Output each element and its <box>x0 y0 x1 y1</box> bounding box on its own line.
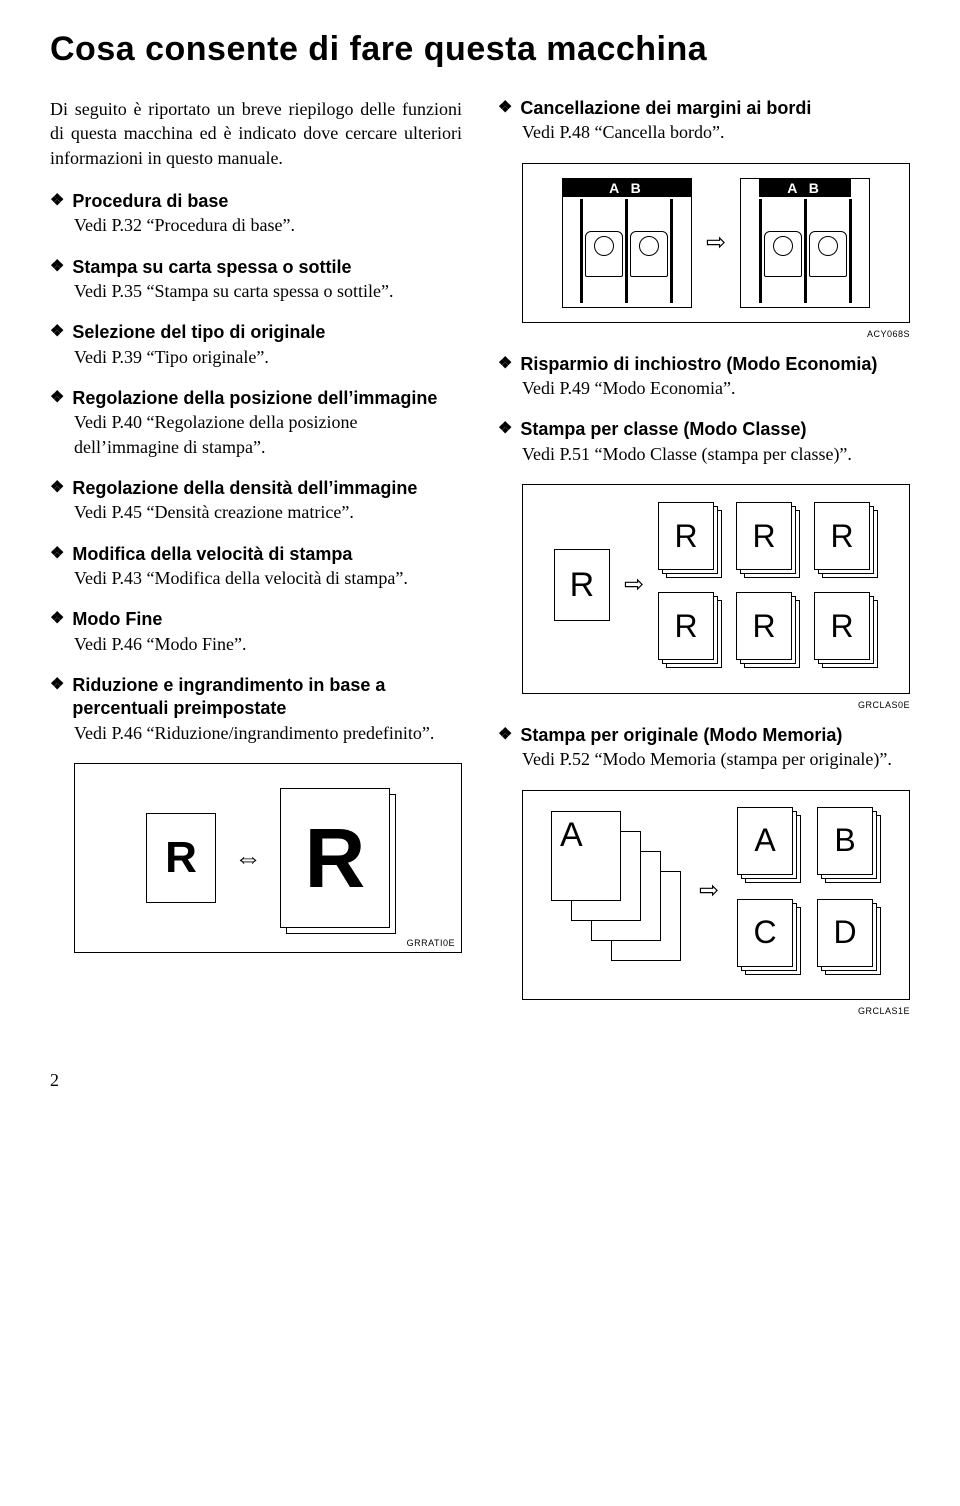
figure-label: GRCLAS1E <box>522 1006 910 1016</box>
feature-reference: Vedi P.32 “Procedura di base”. <box>74 213 462 237</box>
page-stack: R <box>736 592 800 668</box>
feature-heading: Cancellazione dei margini ai bordi <box>520 97 910 120</box>
two-column-layout: Di seguito è riportato un breve riepilog… <box>50 97 910 1030</box>
figure-memory-mode: D C B A ⇨ A B C D <box>522 790 910 1000</box>
feature-reference: Vedi P.45 “Densità creazione matrice”. <box>74 500 462 524</box>
feature-item: ❖ Procedura di base Vedi P.32 “Procedura … <box>50 190 462 238</box>
feature-item: ❖ Stampa su carta spessa o sottile Vedi P… <box>50 256 462 304</box>
child-icon <box>585 231 623 277</box>
feature-heading: Stampa per classe (Modo Classe) <box>520 418 910 441</box>
page-stack: B <box>817 807 881 883</box>
feature-heading: Selezione del tipo di originale <box>72 321 462 344</box>
page-stack: R <box>814 502 878 578</box>
bullet-diamond-icon: ❖ <box>50 608 64 630</box>
page-number: 2 <box>50 1070 910 1091</box>
feature-item: ❖ Regolazione della posizione dell’immagi… <box>50 387 462 459</box>
feature-heading: Modo Fine <box>72 608 462 631</box>
feature-reference: Vedi P.49 “Modo Economia”. <box>522 376 910 400</box>
figure-label: ACY068S <box>522 329 910 339</box>
figure-ratio: R ⇔ R GRRATI0E <box>74 763 462 953</box>
bullet-diamond-icon: ❖ <box>50 256 64 278</box>
page-stack: R <box>658 592 722 668</box>
ratio-small-box: R <box>146 813 216 903</box>
feature-item: ❖ Riduzione e ingrandimento in base a per… <box>50 674 462 745</box>
child-icon <box>764 231 802 277</box>
feature-item: ❖ Stampa per classe (Modo Classe) Vedi P.… <box>498 418 910 466</box>
figure-class-mode: R ⇨ R R R R R R <box>522 484 910 694</box>
page-stack: R <box>736 502 800 578</box>
bullet-diamond-icon: ❖ <box>50 387 64 409</box>
feature-reference: Vedi P.52 “Modo Memoria (stampa per orig… <box>522 747 910 771</box>
feature-reference: Vedi P.51 “Modo Classe (stampa per class… <box>522 442 910 466</box>
ratio-big-box: R <box>280 788 390 928</box>
bullet-diamond-icon: ❖ <box>50 190 64 212</box>
feature-heading: Stampa per originale (Modo Memoria) <box>520 724 910 747</box>
feature-heading: Regolazione della posizione dell’immagin… <box>72 387 462 410</box>
feature-reference: Vedi P.46 “Riduzione/ingrandimento prede… <box>74 721 462 745</box>
margin-panel-before: A B <box>562 178 692 308</box>
feature-item: ❖ Modo Fine Vedi P.46 “Modo Fine”. <box>50 608 462 656</box>
feature-item: ❖ Regolazione della densità dell’immagine… <box>50 477 462 525</box>
ab-label: A B <box>759 179 851 197</box>
bullet-diamond-icon: ❖ <box>498 97 512 119</box>
page-stack: R <box>658 502 722 578</box>
feature-reference: Vedi P.35 “Stampa su carta spessa o sott… <box>74 279 462 303</box>
page-title: Cosa consente di fare questa macchina <box>50 30 910 69</box>
ab-label: A B <box>563 179 691 197</box>
right-column: ❖ Cancellazione dei margini ai bordi Vedi… <box>498 97 910 1030</box>
bullet-diamond-icon: ❖ <box>50 674 64 696</box>
memory-source-cascade: D C B A <box>551 811 681 971</box>
figure-label: GRCLAS0E <box>522 700 910 710</box>
bullet-diamond-icon: ❖ <box>498 724 512 746</box>
class-output-grid: R R R R R R <box>658 502 878 668</box>
feature-reference: Vedi P.40 “Regolazione della posizione d… <box>74 410 462 459</box>
feature-reference: Vedi P.39 “Tipo originale”. <box>74 345 462 369</box>
bullet-diamond-icon: ❖ <box>50 321 64 343</box>
arrow-right-icon: ⇨ <box>706 231 726 255</box>
feature-item: ❖ Risparmio di inchiostro (Modo Economia)… <box>498 353 910 401</box>
feature-heading: Regolazione della densità dell’immagine <box>72 477 462 500</box>
memory-output-grid: A B C D <box>737 807 881 975</box>
figure-label: GRRATI0E <box>407 938 455 948</box>
intro-paragraph: Di seguito è riportato un breve riepilog… <box>50 97 462 170</box>
class-source-page: R <box>554 549 610 621</box>
feature-heading: Risparmio di inchiostro (Modo Economia) <box>520 353 910 376</box>
feature-heading: Riduzione e ingrandimento in base a perc… <box>72 674 462 721</box>
feature-reference: Vedi P.48 “Cancella bordo”. <box>522 120 910 144</box>
feature-reference: Vedi P.46 “Modo Fine”. <box>74 632 462 656</box>
bullet-diamond-icon: ❖ <box>50 543 64 565</box>
feature-heading: Procedura di base <box>72 190 462 213</box>
page-stack: D <box>817 899 881 975</box>
feature-heading: Stampa su carta spessa o sottile <box>72 256 462 279</box>
double-arrow-icon: ⇔ <box>234 844 262 872</box>
child-icon <box>630 231 668 277</box>
margin-panel-after: A B <box>740 178 870 308</box>
figure-margin-erase: A B ⇨ A B <box>522 163 910 323</box>
page-stack: C <box>737 899 801 975</box>
child-icon <box>809 231 847 277</box>
bullet-diamond-icon: ❖ <box>498 418 512 440</box>
feature-item: ❖ Selezione del tipo di originale Vedi P.… <box>50 321 462 369</box>
arrow-right-icon: ⇨ <box>624 573 644 597</box>
arrow-right-icon: ⇨ <box>699 879 719 903</box>
bullet-diamond-icon: ❖ <box>498 353 512 375</box>
bullet-diamond-icon: ❖ <box>50 477 64 499</box>
page-stack: A <box>737 807 801 883</box>
feature-item: ❖ Cancellazione dei margini ai bordi Vedi… <box>498 97 910 145</box>
feature-heading: Modifica della velocità di stampa <box>72 543 462 566</box>
left-column: Di seguito è riportato un breve riepilog… <box>50 97 462 1030</box>
feature-reference: Vedi P.43 “Modifica della velocità di st… <box>74 566 462 590</box>
feature-item: ❖ Stampa per originale (Modo Memoria) Ved… <box>498 724 910 772</box>
page-stack: R <box>814 592 878 668</box>
feature-item: ❖ Modifica della velocità di stampa Vedi … <box>50 543 462 591</box>
